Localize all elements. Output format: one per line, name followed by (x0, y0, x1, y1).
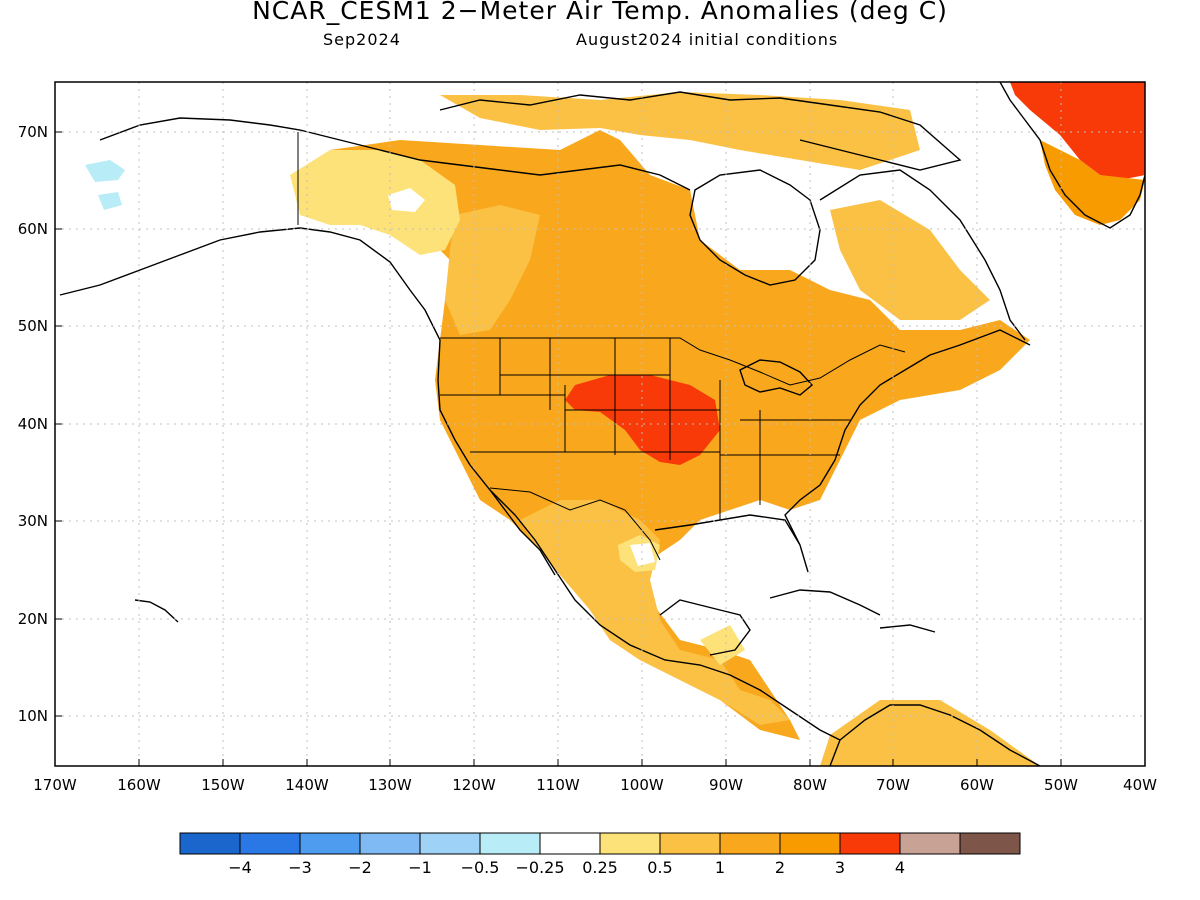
anomaly-region-1-to-2-greenland (1040, 140, 1145, 225)
colorbar-swatch (839, 832, 901, 855)
colorbar-label: −0.5 (461, 858, 500, 877)
colorbar-label: 1 (715, 858, 725, 877)
colorbar-swatch (359, 832, 421, 855)
coastline-south-america (829, 704, 1041, 766)
anomaly-region-near-zero-gulf (630, 543, 655, 566)
lon-label: 120W (452, 776, 496, 794)
colorbar-label: −1 (408, 858, 432, 877)
colorbar-label: −3 (288, 858, 312, 877)
colorbar-swatch (599, 832, 661, 855)
coastline-hawaii (134, 599, 179, 623)
colorbar-swatch (239, 832, 301, 855)
colorbar-label: 0.25 (582, 858, 618, 877)
coastline-arctic (99, 117, 691, 191)
colorbar-swatch (959, 832, 1021, 855)
colorbar-label: −2 (348, 858, 372, 877)
lat-label: 30N (18, 512, 48, 530)
lon-label: 70W (876, 776, 910, 794)
border-layer (297, 132, 906, 561)
anomaly-region-near-zero-alaska (388, 188, 425, 212)
border-state-lines-ew (440, 374, 850, 456)
anomaly-region-05-to-1-east (830, 200, 990, 320)
anomaly-region-05-to-1 (520, 500, 790, 725)
colorbar-swatch (539, 832, 601, 855)
coastline-cuba (769, 589, 881, 616)
colorbar-label: −0.25 (515, 858, 564, 877)
lon-label: 130W (368, 776, 412, 794)
coastline-labrador (819, 169, 1026, 341)
colorbar-label: 3 (835, 858, 845, 877)
coastline-layer (59, 82, 1145, 766)
lon-label: 110W (536, 776, 580, 794)
colorbar-labels: −4 −3 −2 −1 −0.5 −0.25 0.25 0.5 1 2 3 4 (228, 858, 905, 877)
lon-label: 90W (709, 776, 743, 794)
lon-label: 170W (33, 776, 77, 794)
colorbar: −4 −3 −2 −1 −0.5 −0.25 0.25 0.5 1 2 3 4 (179, 832, 1021, 877)
lon-label: 60W (960, 776, 994, 794)
initial-conditions-label: August2024 initial conditions (576, 30, 839, 49)
colorbar-swatch (479, 832, 541, 855)
coastline-arctic-islands (439, 91, 962, 171)
coastline-great-lakes (739, 359, 814, 396)
latitude-axis: 70N 60N 50N 40N 30N 20N 10N (18, 123, 62, 725)
lat-label: 40N (18, 415, 48, 433)
anomaly-region-2-to-3-greenland (1010, 82, 1145, 180)
lon-label: 140W (285, 776, 329, 794)
lon-label: 100W (620, 776, 664, 794)
colorbar-swatch (179, 832, 241, 855)
lat-label: 10N (18, 707, 48, 725)
coastline-gulf (654, 329, 1031, 573)
colorbar-label: 0.5 (647, 858, 672, 877)
lon-label: 40W (1123, 776, 1157, 794)
colorbar-swatch (419, 832, 481, 855)
colorbar-swatch (659, 832, 721, 855)
colorbar-label: 2 (775, 858, 785, 877)
colorbar-swatch (719, 832, 781, 855)
lat-label: 50N (18, 317, 48, 335)
lon-label: 150W (201, 776, 245, 794)
lat-label: 20N (18, 610, 48, 628)
coastline-north-america (59, 227, 841, 741)
border-state-lines-ns (499, 338, 761, 520)
border-us-canada (440, 337, 906, 386)
anomaly-region-negative-bering (85, 160, 125, 182)
map-canvas (55, 82, 1145, 766)
anomaly-region-025-to-05-carib (700, 625, 745, 665)
lon-label: 80W (793, 776, 827, 794)
forecast-month-label: Sep2024 (323, 30, 401, 49)
anomaly-region-negative-bering-2 (98, 192, 122, 210)
map-title: NCAR_CESM1 2−Meter Air Temp. Anomalies (… (252, 0, 948, 25)
anomaly-region-025-to-05 (290, 150, 460, 255)
anomaly-region-05-to-1-arctic (440, 92, 920, 170)
anomaly-region-05-to-1-sa (820, 700, 1040, 766)
coastline-greenland (999, 82, 1145, 229)
colorbar-label: 4 (895, 858, 905, 877)
longitude-axis: 170W 160W 150W 140W 130W 120W 110W 100W … (33, 759, 1157, 794)
border-us-mexico (489, 487, 661, 561)
graticule (55, 82, 1145, 766)
colorbar-swatches (179, 832, 1021, 855)
lon-label: 50W (1044, 776, 1078, 794)
coastline-baja (489, 489, 556, 576)
colorbar-swatch (299, 832, 361, 855)
colorbar-swatch (899, 832, 961, 855)
colorbar-swatch (779, 832, 841, 855)
coastline-hispaniola (879, 624, 936, 633)
lat-label: 70N (18, 123, 48, 141)
coastline-hudson-bay (689, 169, 821, 286)
colorbar-label: −4 (228, 858, 252, 877)
coastline-yucatan (659, 599, 751, 656)
anomaly-region-05-to-1-canada (445, 205, 540, 335)
lat-label: 60N (18, 220, 48, 238)
lon-label: 160W (117, 776, 161, 794)
